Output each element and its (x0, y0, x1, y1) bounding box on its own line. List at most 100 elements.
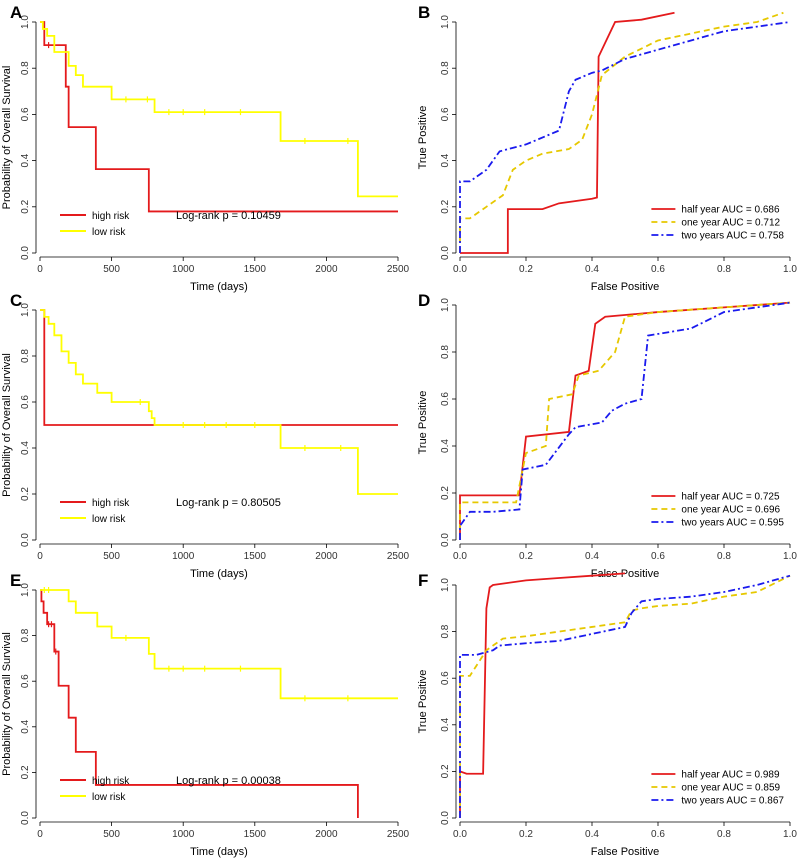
x-tick-label: 0.4 (585, 551, 599, 562)
x-axis-title: Time (days) (190, 846, 248, 858)
x-tick-label: 500 (103, 264, 120, 275)
series-line (40, 21, 398, 213)
x-tick-label: 0.6 (651, 551, 665, 562)
x-tick-label: 0.8 (717, 829, 731, 840)
x-tick-label: 0 (37, 264, 43, 275)
legend: half year AUC = 0.989 one year AUC = 0.85… (651, 770, 784, 807)
y-tick-label: 1.0 (440, 578, 451, 592)
y-tick-label: 0.6 (440, 107, 451, 121)
x-tick-label: 0.4 (585, 264, 599, 275)
series-line (459, 574, 791, 818)
x-axis-title: False Positive (591, 281, 659, 293)
y-tick-label: 0.6 (20, 674, 31, 688)
y-tick-label: 0.0 (440, 811, 451, 825)
y-tick-label: 0.2 (20, 765, 31, 779)
y-tick-label: 0.2 (440, 486, 451, 500)
y-axis-title: True Positive (417, 391, 429, 455)
panel-letter: B (418, 3, 430, 22)
series-group (459, 301, 791, 540)
y-tick-label: 0.4 (20, 719, 31, 733)
y-axis-title: Probability of Overall Survival (1, 66, 13, 210)
series-group (459, 572, 791, 818)
x-tick-label: 0.6 (651, 264, 665, 275)
legend-label: low risk (92, 227, 126, 238)
x-tick-label: 0.2 (519, 829, 533, 840)
y-tick-label: 0.0 (20, 533, 31, 547)
x-tick-label: 0.0 (453, 829, 467, 840)
y-tick-label: 1.0 (20, 15, 31, 29)
legend-label: two years AUC = 0.867 (681, 796, 784, 807)
y-tick-label: 0.4 (440, 439, 451, 453)
panel-f: F 0.0 0.2 0.4 0.6 0.8 1.0 0.0 0.2 0.4 0.6 0.8 1.0 Fal… (417, 571, 797, 858)
x-axis-title: Time (days) (190, 568, 248, 580)
legend: half year AUC = 0.686 one year AUC = 0.71… (651, 205, 784, 242)
panel-b: B 0.0 0.2 0.4 0.6 0.8 1.0 0.0 0.2 0.4 0.6 0.8 1.0 Fal… (417, 3, 797, 293)
y-tick-label: 0.4 (20, 153, 31, 167)
y-tick-label: 0.6 (20, 395, 31, 409)
x-tick-label: 2000 (315, 829, 338, 840)
legend-label: half year AUC = 0.686 (681, 205, 780, 216)
legend: high risk low risk (60, 498, 130, 525)
series-group (40, 587, 398, 818)
y-axis-title: Probability of Overall Survival (1, 632, 13, 776)
x-tick-label: 0.2 (519, 551, 533, 562)
legend-label: low risk (92, 792, 126, 803)
y-tick-label: 1.0 (20, 583, 31, 597)
axes: 0.0 0.2 0.4 0.6 0.8 1.0 0.0 0.2 0.4 0.6 0.8 1.0 Fals… (417, 15, 797, 293)
y-tick-label: 0.0 (440, 246, 451, 260)
legend-label: high risk (92, 211, 130, 222)
series-group (40, 309, 398, 495)
legend-label: high risk (92, 776, 130, 787)
legend-label: one year AUC = 0.859 (681, 783, 780, 794)
y-axis-title: True Positive (417, 670, 429, 734)
x-tick-label: 0 (37, 829, 43, 840)
series-group (459, 11, 791, 254)
y-tick-label: 0.2 (20, 199, 31, 213)
y-tick-label: 0.0 (20, 246, 31, 260)
legend-label: two years AUC = 0.595 (681, 518, 784, 529)
x-tick-label: 1000 (172, 264, 195, 275)
panel-letter: D (418, 291, 430, 310)
y-tick-label: 0.6 (440, 392, 451, 406)
panel-letter: A (10, 3, 22, 22)
legend-label: one year AUC = 0.696 (681, 505, 780, 516)
x-tick-label: 1.0 (783, 264, 797, 275)
logrank-annotation: Log-rank p = 0.80505 (176, 497, 281, 509)
axes: 0.0 0.2 0.4 0.6 0.8 1.0 0.0 0.2 0.4 0.6 0.8 1.0 Fals… (417, 578, 797, 858)
legend-label: high risk (92, 498, 130, 509)
x-tick-label: 1500 (244, 264, 267, 275)
axes: 0 500 1000 1500 2000 2500 0.0 0.2 0.4 0.6 0.8 1.0 Ti… (1, 15, 410, 293)
x-tick-label: 0 (37, 551, 43, 562)
y-tick-label: 1.0 (20, 303, 31, 317)
panel-c: C 0 500 1000 1500 2000 2500 0.0 0.2 0.4 0.6 0.8 1.0 T… (1, 291, 410, 580)
axes: 0 500 1000 1500 2000 2500 0.0 0.2 0.4 0.6 0.8 1.0 Ti… (1, 583, 410, 858)
y-tick-label: 0.6 (20, 107, 31, 121)
panel-a: A 0 500 1000 1500 2000 2500 0.0 0.2 0.4 0.6 0.8 1.0 T… (1, 3, 410, 293)
panel-d: D0.0 0.2 0.4 0.6 0.8 1.00.00.20.40.60.81.0Fal… (417, 291, 797, 580)
x-tick-label: 2500 (387, 829, 410, 840)
x-tick-label: 0.0 (453, 551, 467, 562)
y-tick-label: 1.0 (440, 298, 451, 312)
series-line (459, 21, 791, 253)
series-line (40, 589, 398, 700)
y-axis-title: True Positive (417, 106, 429, 170)
x-tick-label: 0.8 (717, 551, 731, 562)
x-tick-label: 0.4 (585, 829, 599, 840)
x-tick-label: 2500 (387, 551, 410, 562)
logrank-annotation: Log-rank p = 0.00038 (176, 775, 281, 787)
y-tick-label: 0.2 (440, 199, 451, 213)
y-axis-title: Probability of Overall Survival (1, 353, 13, 497)
series-line (459, 301, 791, 540)
x-axis-title: Time (days) (190, 281, 248, 293)
series-group (40, 21, 398, 213)
logrank-annotation: Log-rank p = 0.10459 (176, 210, 281, 222)
legend-label: two years AUC = 0.758 (681, 231, 784, 242)
series-line (459, 301, 791, 540)
axes: 0 500 1000 1500 2000 2500 0.0 0.2 0.4 0.6 0.8 1.0 Ti… (1, 303, 410, 580)
series-line (459, 572, 626, 818)
x-tick-label: 0.2 (519, 264, 533, 275)
x-tick-label: 1500 (244, 829, 267, 840)
legend-label: low risk (92, 514, 126, 525)
x-tick-label: 0.6 (651, 829, 665, 840)
